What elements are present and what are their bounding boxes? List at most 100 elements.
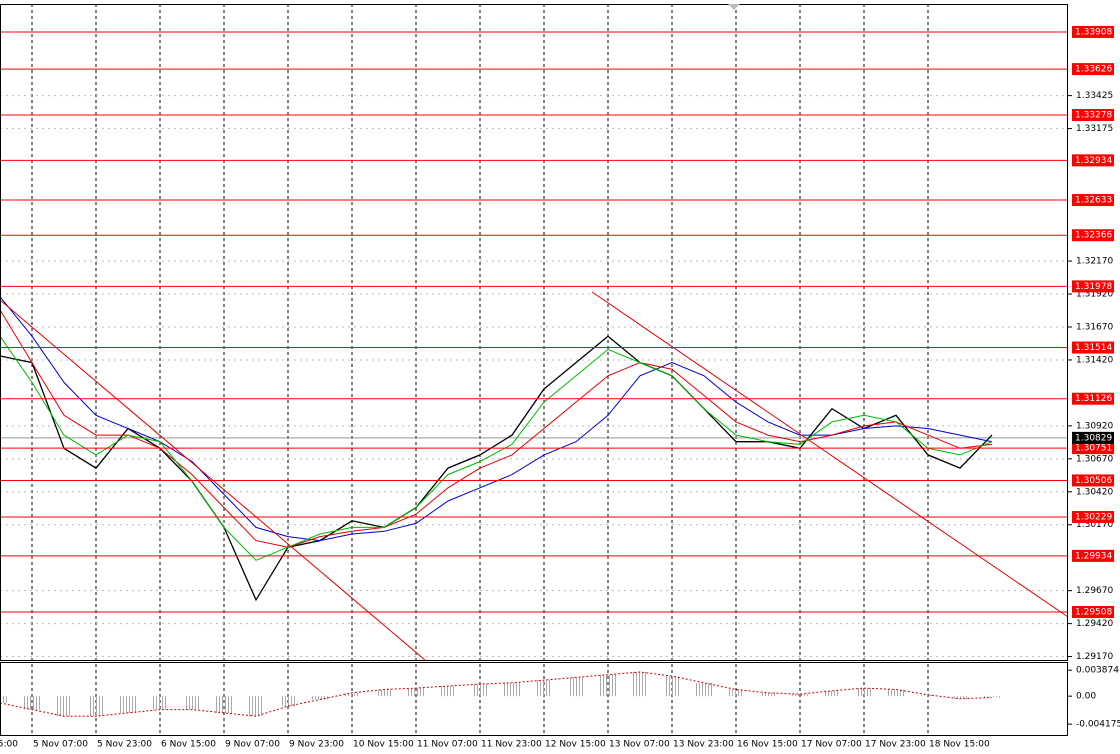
level-label: 1.31126	[1075, 394, 1112, 404]
y-tick-label: -0.004175	[1076, 720, 1120, 730]
x-tick-label: 5 Nov 07:00	[33, 740, 88, 750]
y-tick-label: 0.00	[1076, 692, 1096, 702]
histogram-bar	[152, 696, 168, 710]
histogram-bar	[280, 696, 296, 707]
y-tick-label: 1.29670	[1076, 586, 1113, 596]
indicator-panel-border	[0, 662, 1068, 736]
level-label: 1.31514	[1075, 343, 1112, 353]
histogram-bar	[664, 676, 680, 697]
level-label: 1.31978	[1075, 282, 1112, 292]
y-tick-label: 1.29170	[1076, 652, 1113, 662]
x-tick-label: 6 Nov 15:00	[161, 740, 216, 750]
y-tick-label: 0.003874	[1076, 666, 1119, 676]
level-label: 1.32934	[1075, 156, 1112, 166]
y-tick-label: 1.30920	[1076, 421, 1113, 431]
level-label-box	[1072, 280, 1114, 293]
histogram-bar	[888, 689, 904, 697]
level-label: 1.33626	[1075, 65, 1112, 75]
histogram-bar	[728, 689, 744, 697]
x-tick-label: 9 Nov 07:00	[225, 740, 280, 750]
x-tick-label: 5 Nov 23:00	[97, 740, 152, 750]
price-line	[0, 335, 993, 602]
level-label: 1.29934	[1075, 551, 1112, 561]
y-tick-label: 1.31420	[1076, 355, 1113, 365]
histogram-bar	[344, 692, 360, 697]
x-tick-label: 16 Nov 15:00	[737, 740, 798, 750]
level-label-box	[1072, 442, 1114, 455]
x-tick-label: 12 Nov 15:00	[545, 740, 606, 750]
x-tick-label: 11 Nov 07:00	[417, 740, 478, 750]
histogram-bar	[600, 674, 616, 697]
histogram-bar	[472, 684, 488, 697]
trend-line	[0, 299, 426, 661]
histogram-bar	[568, 677, 584, 697]
moving-average	[0, 296, 993, 542]
level-label-box	[1072, 229, 1114, 242]
current-price-box	[1072, 431, 1114, 444]
histogram-bar	[920, 694, 936, 697]
histogram-bar	[24, 696, 40, 710]
histogram-bar	[824, 690, 840, 697]
histogram-bar	[376, 689, 392, 697]
level-label-box	[1072, 474, 1114, 487]
histogram-bar	[120, 696, 136, 713]
level-label-box	[1072, 63, 1114, 76]
histogram-bar	[856, 688, 872, 697]
histogram-bar	[0, 696, 8, 703]
y-tick-label: 1.31670	[1076, 322, 1113, 332]
shift-marker	[728, 4, 740, 10]
histogram-bar	[440, 686, 456, 697]
x-tick-label: 13 Nov 23:00	[673, 740, 734, 750]
level-label: 1.32366	[1075, 231, 1112, 241]
histogram-bar	[952, 696, 968, 699]
histogram-bar	[88, 696, 104, 717]
level-label-box	[1072, 341, 1114, 354]
histogram-bar	[760, 692, 776, 697]
y-tick-label: 1.30420	[1076, 487, 1113, 497]
level-label-box	[1072, 25, 1114, 38]
level-label: 1.33278	[1075, 111, 1112, 121]
histogram-bar	[536, 680, 552, 697]
moving-average	[0, 309, 993, 548]
x-tick-label: 5:00	[0, 740, 18, 750]
level-label-box	[1072, 510, 1114, 523]
y-tick-label: 1.31920	[1076, 290, 1113, 300]
level-label: 1.30751	[1075, 444, 1112, 454]
x-tick-label: 18 Nov 15:00	[929, 740, 990, 750]
histogram-bar	[632, 672, 648, 697]
histogram-bar	[56, 696, 72, 717]
level-label-box	[1072, 109, 1114, 122]
level-label: 1.30506	[1075, 476, 1112, 486]
signal-line	[0, 671, 993, 717]
level-label-box	[1072, 549, 1114, 562]
level-label-box	[1072, 606, 1114, 619]
histogram-bar	[696, 682, 712, 697]
x-tick-label: 17 Nov 07:00	[801, 740, 862, 750]
x-tick-label: 9 Nov 23:00	[289, 740, 344, 750]
level-label-box	[1072, 154, 1114, 167]
y-tick-label: 1.30670	[1076, 454, 1113, 464]
level-label-box	[1072, 194, 1114, 207]
level-label: 1.30229	[1075, 512, 1112, 522]
trend-line	[591, 291, 1069, 618]
y-tick-label: 1.30170	[1076, 520, 1113, 530]
y-tick-label: 1.29420	[1076, 619, 1113, 629]
level-label: 1.32633	[1075, 196, 1112, 206]
level-label: 1.29508	[1075, 608, 1112, 618]
level-label: 1.33908	[1075, 27, 1112, 37]
x-tick-label: 13 Nov 07:00	[609, 740, 670, 750]
main-panel-border	[0, 4, 1068, 661]
histogram-bar	[408, 688, 424, 697]
y-tick-label: 1.33425	[1076, 91, 1113, 101]
histogram-bar	[792, 694, 808, 697]
x-tick-label: 17 Nov 23:00	[865, 740, 926, 750]
histogram-bar	[248, 696, 264, 717]
current-price-label: 1.30829	[1075, 433, 1112, 443]
histogram-bar	[216, 696, 232, 713]
histogram-bar	[312, 696, 328, 700]
histogram-bar	[504, 682, 520, 697]
histogram-bar	[184, 696, 200, 710]
x-tick-label: 10 Nov 15:00	[353, 740, 414, 750]
